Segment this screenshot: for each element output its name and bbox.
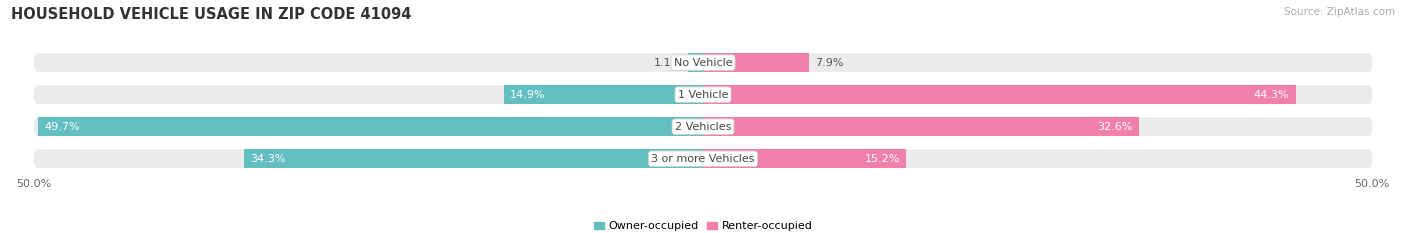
FancyBboxPatch shape: [34, 85, 1372, 104]
Text: Source: ZipAtlas.com: Source: ZipAtlas.com: [1284, 7, 1395, 17]
FancyBboxPatch shape: [34, 149, 1372, 168]
Text: 1.1%: 1.1%: [654, 58, 682, 68]
Text: 1 Vehicle: 1 Vehicle: [678, 90, 728, 100]
Text: 44.3%: 44.3%: [1254, 90, 1289, 100]
Text: No Vehicle: No Vehicle: [673, 58, 733, 68]
FancyBboxPatch shape: [689, 53, 703, 72]
FancyBboxPatch shape: [703, 53, 808, 72]
Text: 15.2%: 15.2%: [865, 154, 900, 164]
FancyBboxPatch shape: [34, 53, 1372, 72]
Text: 7.9%: 7.9%: [815, 58, 844, 68]
Text: HOUSEHOLD VEHICLE USAGE IN ZIP CODE 41094: HOUSEHOLD VEHICLE USAGE IN ZIP CODE 4109…: [11, 7, 412, 22]
Text: 3 or more Vehicles: 3 or more Vehicles: [651, 154, 755, 164]
Text: 34.3%: 34.3%: [250, 154, 285, 164]
Text: 49.7%: 49.7%: [45, 122, 80, 132]
FancyBboxPatch shape: [703, 117, 1139, 136]
Text: 2 Vehicles: 2 Vehicles: [675, 122, 731, 132]
FancyBboxPatch shape: [243, 149, 703, 168]
Legend: Owner-occupied, Renter-occupied: Owner-occupied, Renter-occupied: [589, 217, 817, 233]
FancyBboxPatch shape: [34, 117, 1372, 136]
FancyBboxPatch shape: [703, 85, 1296, 104]
FancyBboxPatch shape: [503, 85, 703, 104]
FancyBboxPatch shape: [38, 117, 703, 136]
FancyBboxPatch shape: [703, 149, 907, 168]
Text: 32.6%: 32.6%: [1097, 122, 1133, 132]
Text: 14.9%: 14.9%: [510, 90, 546, 100]
